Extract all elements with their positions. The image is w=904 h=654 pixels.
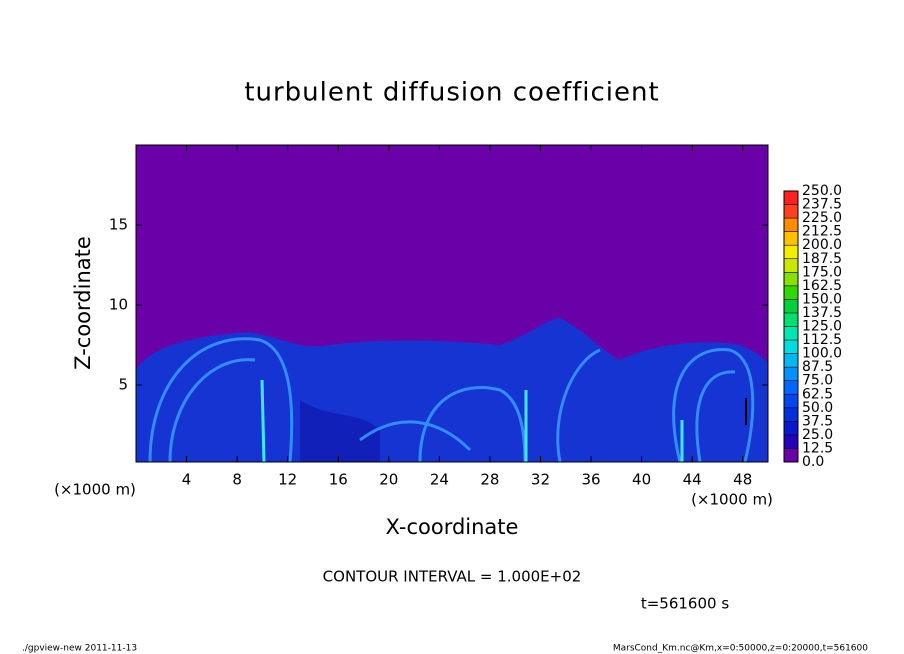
colorbar-label: 175.0 [802, 264, 842, 280]
contour-note: CONTOUR INTERVAL = 1.000E+02 [323, 568, 582, 586]
colorbar-label: 237.5 [802, 197, 842, 213]
x-tick-label: 28 [480, 471, 499, 489]
x-tick-label: 36 [581, 471, 600, 489]
y-tick-label: 15 [109, 216, 128, 234]
field-jets [260, 379, 684, 463]
colorbar-label: 100.0 [802, 346, 842, 362]
colorbar-swatch [784, 312, 798, 327]
field-region [136, 318, 768, 462]
colorbar-swatch [784, 448, 798, 462]
colorbar-swatch [784, 245, 798, 259]
colorbar-swatch [784, 421, 798, 435]
x-tick-label: 40 [632, 471, 651, 489]
colorbar-label: 212.5 [802, 224, 842, 240]
colorbar-label: 62.5 [802, 386, 833, 402]
x-tick-label: 4 [182, 471, 192, 489]
colorbar-swatch [784, 231, 798, 246]
colorbar-swatch [784, 353, 798, 368]
x-tick-label: 44 [683, 471, 702, 489]
colorbar-swatch [784, 434, 798, 449]
colorbar-swatch [784, 258, 798, 273]
colorbar-swatch [784, 272, 798, 286]
colorbar-label: 0.0 [802, 454, 824, 470]
colorbar-swatch [784, 299, 798, 313]
colorbar-label: 250.0 [802, 183, 842, 199]
plot-frame [135, 144, 769, 463]
colorbar-label: 137.5 [802, 305, 842, 321]
colorbar-label: 12.5 [802, 440, 833, 456]
colorbar-label: 200.0 [802, 237, 842, 253]
x-tick-label: 32 [531, 471, 550, 489]
colorbar-swatch [784, 394, 798, 408]
footer-right: MarsCond_Km.nc@Km,x=0:50000,z=0:20000,t=… [613, 644, 868, 654]
colorbar-swatch [784, 380, 798, 395]
colorbar-label: 225.0 [802, 210, 842, 226]
colorbar-label: 37.5 [802, 413, 833, 429]
footer-left: ./gpview-new 2011-11-13 [22, 644, 137, 654]
y-tick-label: 5 [118, 376, 128, 394]
y-tick-label: 10 [109, 296, 128, 314]
colorbar-swatch [784, 407, 798, 422]
colorbar-label: 87.5 [802, 359, 833, 375]
field-region [300, 400, 380, 462]
x-tick-label: 16 [329, 471, 348, 489]
colorbar-label: 112.5 [802, 332, 842, 348]
colorbar-label: 75.0 [802, 373, 833, 389]
y-axis-label: Z-coordinate [71, 236, 95, 370]
x-unit-label: (×1000 m) [691, 491, 773, 509]
x-tick-label: 48 [733, 471, 752, 489]
colorbar-label: 162.5 [802, 278, 842, 294]
colorbar-swatch [784, 285, 798, 300]
x-tick-label: 24 [430, 471, 449, 489]
colorbar-swatch [784, 367, 798, 381]
x-axis-label: X-coordinate [386, 515, 519, 539]
colorbar-swatch [784, 204, 798, 219]
colorbar-swatch [784, 218, 798, 232]
colorbar-label: 150.0 [802, 291, 842, 307]
chart-title: turbulent diffusion coefficient [244, 78, 659, 108]
colorbar-swatch [784, 340, 798, 354]
colorbar-label: 125.0 [802, 319, 842, 335]
colorbar-label: 187.5 [802, 251, 842, 267]
colorbar-label: 50.0 [802, 400, 833, 416]
field-streaks [148, 337, 755, 463]
field [136, 145, 768, 463]
y-unit-label: (×1000 m) [54, 481, 136, 499]
colorbar-swatch [784, 326, 798, 341]
colorbar-label: 25.0 [802, 427, 833, 443]
colorbar-swatch [784, 191, 798, 205]
x-tick-label: 8 [232, 471, 242, 489]
time-note: t=561600 s [641, 595, 729, 613]
x-tick-label: 20 [379, 471, 398, 489]
x-tick-label: 12 [278, 471, 297, 489]
